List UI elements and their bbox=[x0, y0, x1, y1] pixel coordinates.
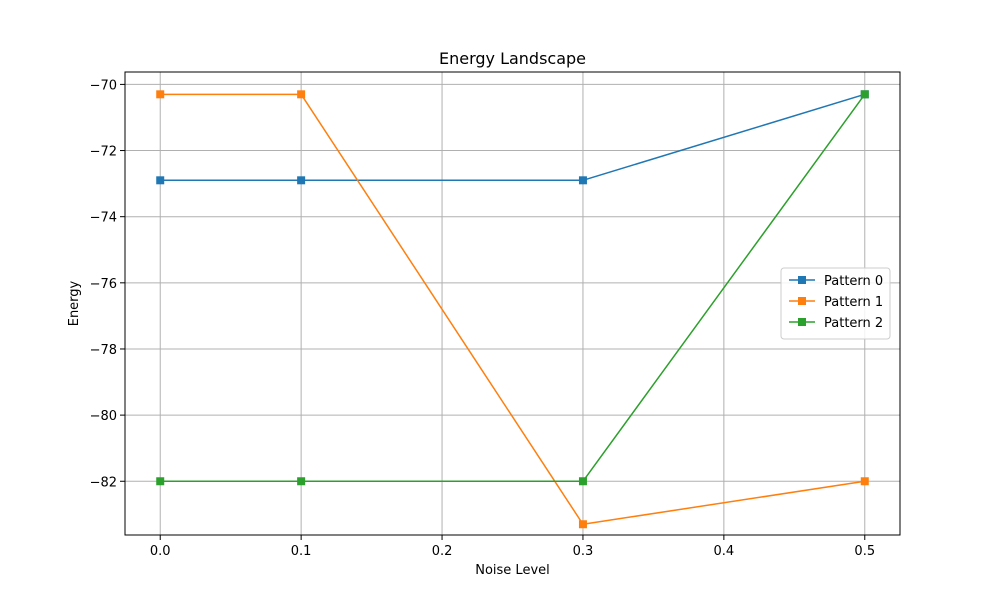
y-tick-label: −76 bbox=[90, 277, 117, 292]
x-tick-label: 0.5 bbox=[854, 544, 875, 559]
y-axis-title: Energy bbox=[67, 280, 82, 326]
ticks: 0.0 0.1 0.2 0.3 0.4 0.5 −70 −72 −74 −76 −78 −80 −82 bbox=[90, 78, 876, 559]
data-point bbox=[578, 477, 587, 486]
grid bbox=[125, 72, 900, 535]
y-tick-label: −72 bbox=[90, 145, 117, 160]
data-point bbox=[297, 90, 306, 99]
plot-frame bbox=[124, 71, 901, 536]
series-2 bbox=[156, 90, 869, 486]
legend: Pattern 0 Pattern 1 Pattern 2 bbox=[780, 267, 891, 340]
y-tick-label: −70 bbox=[90, 78, 117, 93]
data-point bbox=[860, 90, 869, 99]
y-tick-label: −80 bbox=[90, 409, 117, 424]
series-layer bbox=[156, 90, 869, 529]
legend-marker bbox=[798, 297, 806, 305]
data-point bbox=[297, 477, 306, 486]
y-tick-label: −74 bbox=[90, 211, 117, 226]
legend-label: Pattern 0 bbox=[824, 274, 883, 289]
y-tick-label: −78 bbox=[90, 343, 117, 358]
x-axis-title: Noise Level bbox=[475, 563, 550, 578]
x-tick-label: 0.1 bbox=[291, 544, 312, 559]
y-tick-label: −82 bbox=[90, 475, 117, 490]
legend-label: Pattern 1 bbox=[824, 295, 883, 310]
legend-marker bbox=[798, 318, 806, 326]
x-tick-label: 0.3 bbox=[573, 544, 594, 559]
x-tick-label: 0.0 bbox=[150, 544, 171, 559]
series-1 bbox=[156, 90, 869, 529]
data-point bbox=[156, 477, 165, 486]
data-point bbox=[297, 176, 306, 185]
data-point bbox=[860, 477, 869, 486]
data-point bbox=[578, 176, 587, 185]
legend-label: Pattern 2 bbox=[824, 316, 883, 331]
series-line bbox=[160, 93, 865, 525]
legend-marker bbox=[798, 276, 806, 284]
x-tick-label: 0.4 bbox=[714, 544, 735, 559]
chart-title: Energy Landscape bbox=[439, 49, 586, 68]
x-tick-label: 0.2 bbox=[432, 544, 453, 559]
data-point bbox=[578, 520, 587, 529]
data-point bbox=[156, 90, 165, 99]
series-line bbox=[160, 93, 865, 182]
data-point bbox=[156, 176, 165, 185]
series-line bbox=[160, 93, 866, 483]
